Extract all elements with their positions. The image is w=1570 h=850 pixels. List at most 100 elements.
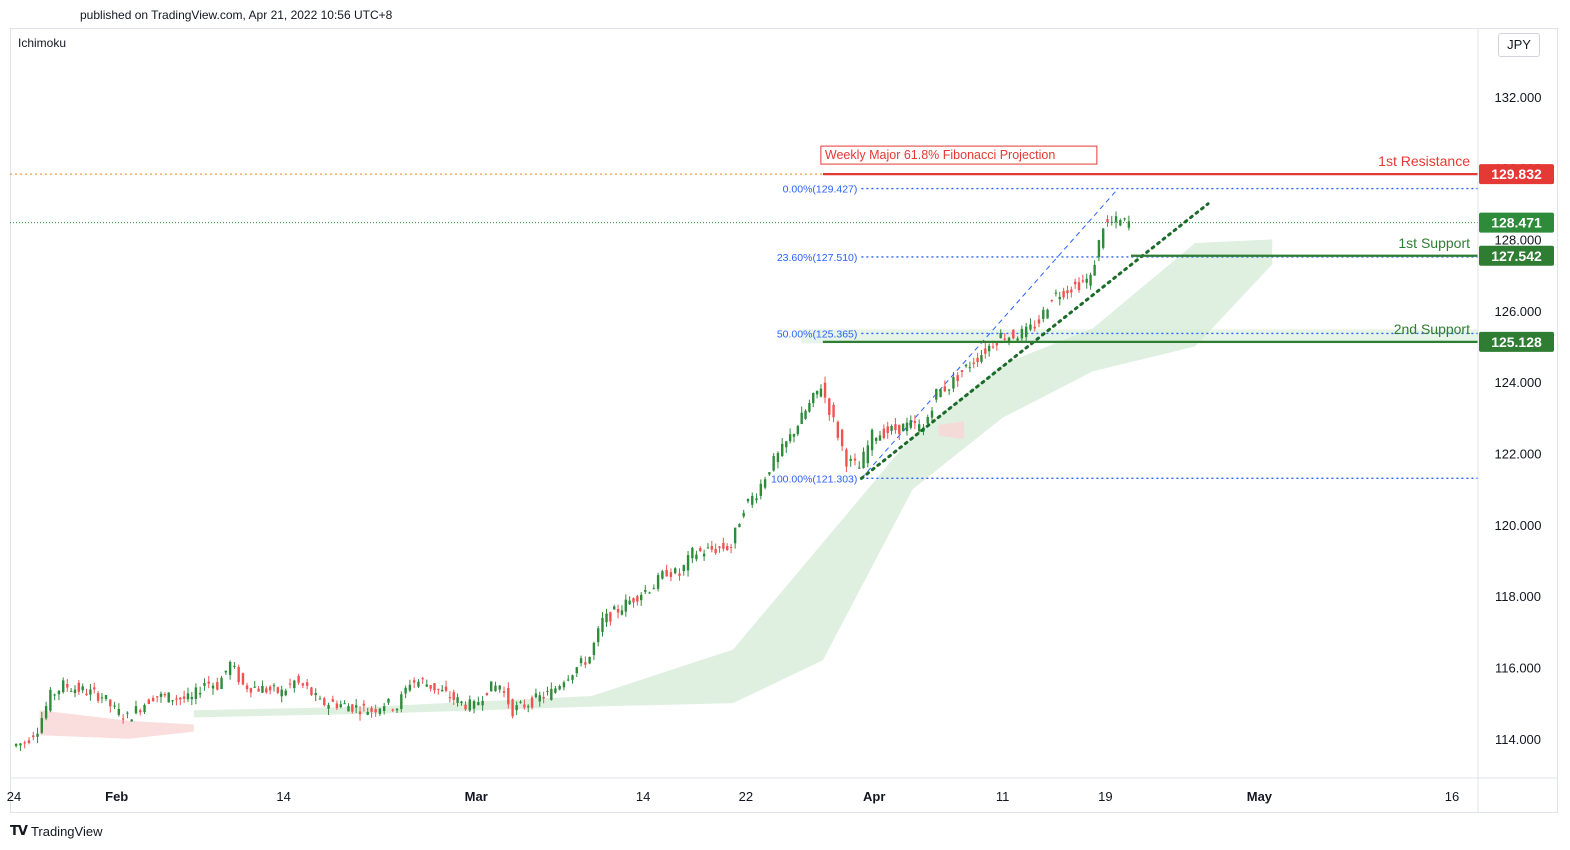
candle-body xyxy=(836,421,840,438)
candle-body xyxy=(1085,278,1088,283)
candle-body xyxy=(460,701,463,703)
candle-body xyxy=(429,685,432,689)
candle-body xyxy=(1007,337,1011,342)
candle-body xyxy=(726,546,729,550)
candle-body xyxy=(1024,326,1028,338)
candle-body xyxy=(233,665,236,667)
candle-body xyxy=(710,545,714,550)
candle-body xyxy=(437,688,440,690)
candle-body xyxy=(272,685,276,687)
candle-body xyxy=(964,364,968,367)
candle-body xyxy=(699,548,702,552)
candle-body xyxy=(1012,329,1015,339)
support-price-tag-box xyxy=(1479,331,1554,352)
candle-body xyxy=(661,571,664,579)
candle-body xyxy=(738,524,741,528)
candle-body xyxy=(40,718,44,733)
axes: 114.000 116.000 118.000 120.000 122.000 124.0… xyxy=(7,29,1558,813)
currency-button[interactable]: JPY xyxy=(1498,33,1540,57)
footer-brand[interactable]: 𝗧𝗩 TradingView xyxy=(10,823,102,839)
candle-body xyxy=(186,693,190,700)
candle-body xyxy=(913,421,917,424)
candle-body xyxy=(999,333,1002,339)
candle-body xyxy=(1097,240,1101,258)
candle-body xyxy=(656,575,660,589)
fib-projection-label-box xyxy=(820,145,1098,165)
candle-body xyxy=(1020,328,1024,339)
candle-body xyxy=(81,686,84,691)
candle-body xyxy=(96,693,100,701)
candle-body xyxy=(1054,292,1058,294)
candle-body xyxy=(952,377,955,389)
candle-body xyxy=(245,685,249,690)
candle-body xyxy=(288,683,292,685)
candle-body xyxy=(644,589,647,592)
candle-body xyxy=(691,547,694,559)
candle-body xyxy=(57,690,61,695)
candle-body xyxy=(562,682,566,688)
candle-body xyxy=(917,424,921,432)
y-tick-label: 120.000 xyxy=(1495,518,1542,533)
fib-projection-label: Weekly Major 61.8% Fibonacci Projection xyxy=(825,148,1055,162)
candle-body xyxy=(297,675,300,683)
candle-body xyxy=(14,743,18,747)
candle-body xyxy=(113,705,116,707)
candle-body xyxy=(378,708,382,714)
candle-body xyxy=(1042,309,1045,319)
candle-body xyxy=(930,410,934,418)
tradingview-logo-icon: 𝗧𝗩 xyxy=(10,823,28,838)
candle-body xyxy=(464,704,467,710)
candle-body xyxy=(567,679,570,681)
candle-body xyxy=(751,495,754,505)
candle-body xyxy=(519,701,522,703)
candle-body xyxy=(788,434,792,442)
candle-body xyxy=(530,697,534,708)
candle-body xyxy=(159,693,163,697)
candle-body xyxy=(485,692,489,695)
x-tick-label: 19 xyxy=(1098,789,1112,804)
x-tick-label: 14 xyxy=(636,789,650,804)
candle-body xyxy=(695,554,698,560)
candle-body xyxy=(494,685,497,692)
candle-body xyxy=(987,345,991,352)
candle-body xyxy=(448,697,452,699)
candle-body xyxy=(1058,296,1061,300)
candle-body xyxy=(100,697,104,699)
candle-body xyxy=(729,547,733,549)
candle-body xyxy=(452,692,455,700)
candle-body xyxy=(785,441,788,448)
candle-body xyxy=(203,683,206,686)
candle-body xyxy=(1066,290,1069,294)
candle-body xyxy=(815,390,819,395)
candle-body xyxy=(126,712,129,714)
candle-body xyxy=(400,694,403,710)
candle-body xyxy=(408,684,412,691)
x-tick-label: 22 xyxy=(739,789,753,804)
candle-body xyxy=(1114,216,1118,223)
candle-body xyxy=(354,705,358,708)
candle-body xyxy=(968,367,972,369)
support-resistance-levels: 1st Resistance 1st Support 2nd Support Week… xyxy=(820,145,1478,480)
candle-body xyxy=(542,696,545,699)
candle-body xyxy=(878,435,882,441)
candle-body xyxy=(412,680,416,683)
candle-body xyxy=(947,389,951,391)
candle-body xyxy=(44,706,48,719)
candle-body xyxy=(318,698,322,700)
candle-body xyxy=(134,706,138,714)
candle-body xyxy=(1106,219,1109,223)
ichimoku-cloud xyxy=(39,239,1273,739)
footer-brand-label: TradingView xyxy=(30,823,103,839)
candle-body xyxy=(249,688,253,693)
y-tick-label: 118.000 xyxy=(1495,589,1541,604)
candle-body xyxy=(840,429,844,447)
candle-body xyxy=(678,573,681,576)
candle-body xyxy=(832,404,835,418)
candle-body xyxy=(613,606,616,610)
candle-body xyxy=(620,610,624,615)
candle-body xyxy=(550,688,553,700)
candle-body xyxy=(117,708,121,715)
candle-body xyxy=(335,703,339,709)
resistance-price-tag-box xyxy=(1479,164,1554,185)
